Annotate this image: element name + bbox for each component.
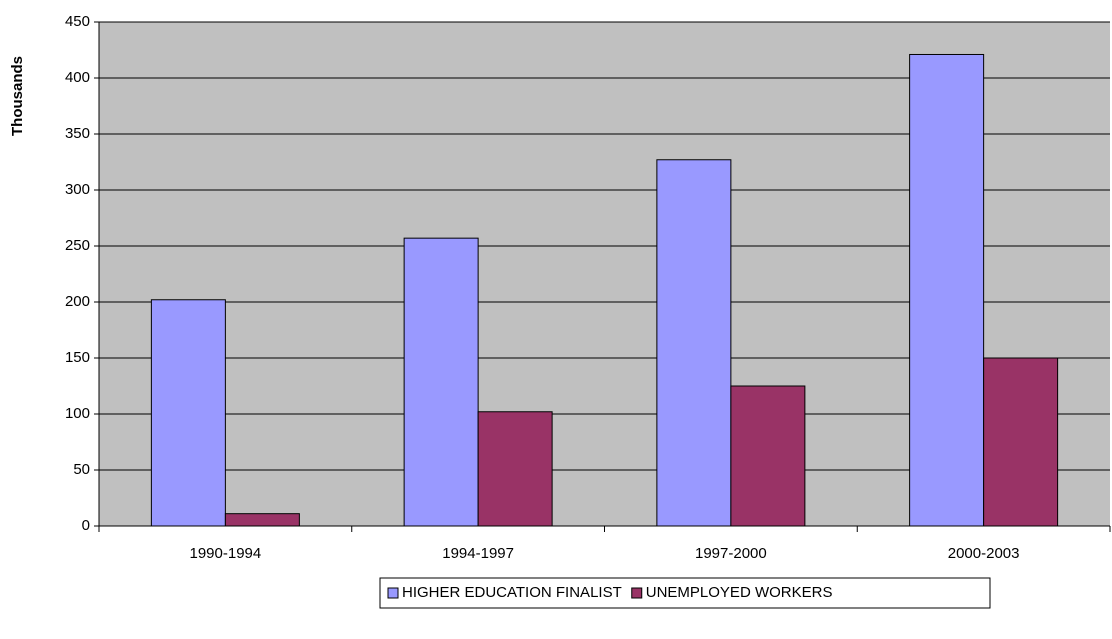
x-tick-label: 1990-1994	[190, 545, 262, 562]
bar	[477, 411, 553, 527]
y-tick-label: 250	[65, 237, 90, 254]
bar	[730, 385, 806, 527]
bar	[403, 237, 479, 527]
y-tick-label: 350	[65, 125, 90, 142]
bar	[150, 299, 226, 527]
x-tick-label: 1997-2000	[695, 545, 767, 562]
bar	[983, 357, 1059, 527]
bar	[656, 159, 732, 527]
y-tick-label: 0	[82, 517, 90, 534]
bar	[224, 513, 300, 527]
y-axis-label: Thousands	[9, 56, 26, 136]
y-tick-label: 450	[65, 13, 90, 30]
y-tick-label: 400	[65, 69, 90, 86]
y-tick-label: 100	[65, 405, 90, 422]
legend-swatch	[387, 587, 399, 599]
y-tick-label: 50	[73, 461, 90, 478]
legend-label: UNEMPLOYED WORKERS	[646, 584, 833, 601]
legend-box	[379, 577, 991, 609]
legend-label: HIGHER EDUCATION FINALIST	[402, 584, 622, 601]
x-tick-label: 2000-2003	[948, 545, 1020, 562]
y-tick-label: 150	[65, 349, 90, 366]
y-tick-label: 200	[65, 293, 90, 310]
legend-swatch	[631, 587, 643, 599]
bar	[909, 53, 985, 527]
x-tick-label: 1994-1997	[442, 545, 514, 562]
y-tick-label: 300	[65, 181, 90, 198]
